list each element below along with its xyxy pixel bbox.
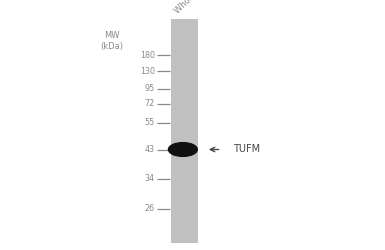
Bar [171, 19, 198, 242]
Text: Whole zebrafish: Whole zebrafish [172, 0, 227, 15]
Text: MW
(kDa): MW (kDa) [100, 31, 123, 51]
Text: 72: 72 [144, 99, 155, 108]
Text: 130: 130 [140, 67, 155, 76]
Text: 95: 95 [144, 84, 155, 93]
Text: 180: 180 [140, 50, 155, 59]
Ellipse shape [169, 142, 197, 156]
Text: 34: 34 [145, 174, 155, 183]
Text: 55: 55 [144, 118, 155, 127]
Text: 26: 26 [145, 204, 155, 213]
Text: 43: 43 [145, 146, 155, 154]
Text: TUFM: TUFM [233, 144, 260, 154]
